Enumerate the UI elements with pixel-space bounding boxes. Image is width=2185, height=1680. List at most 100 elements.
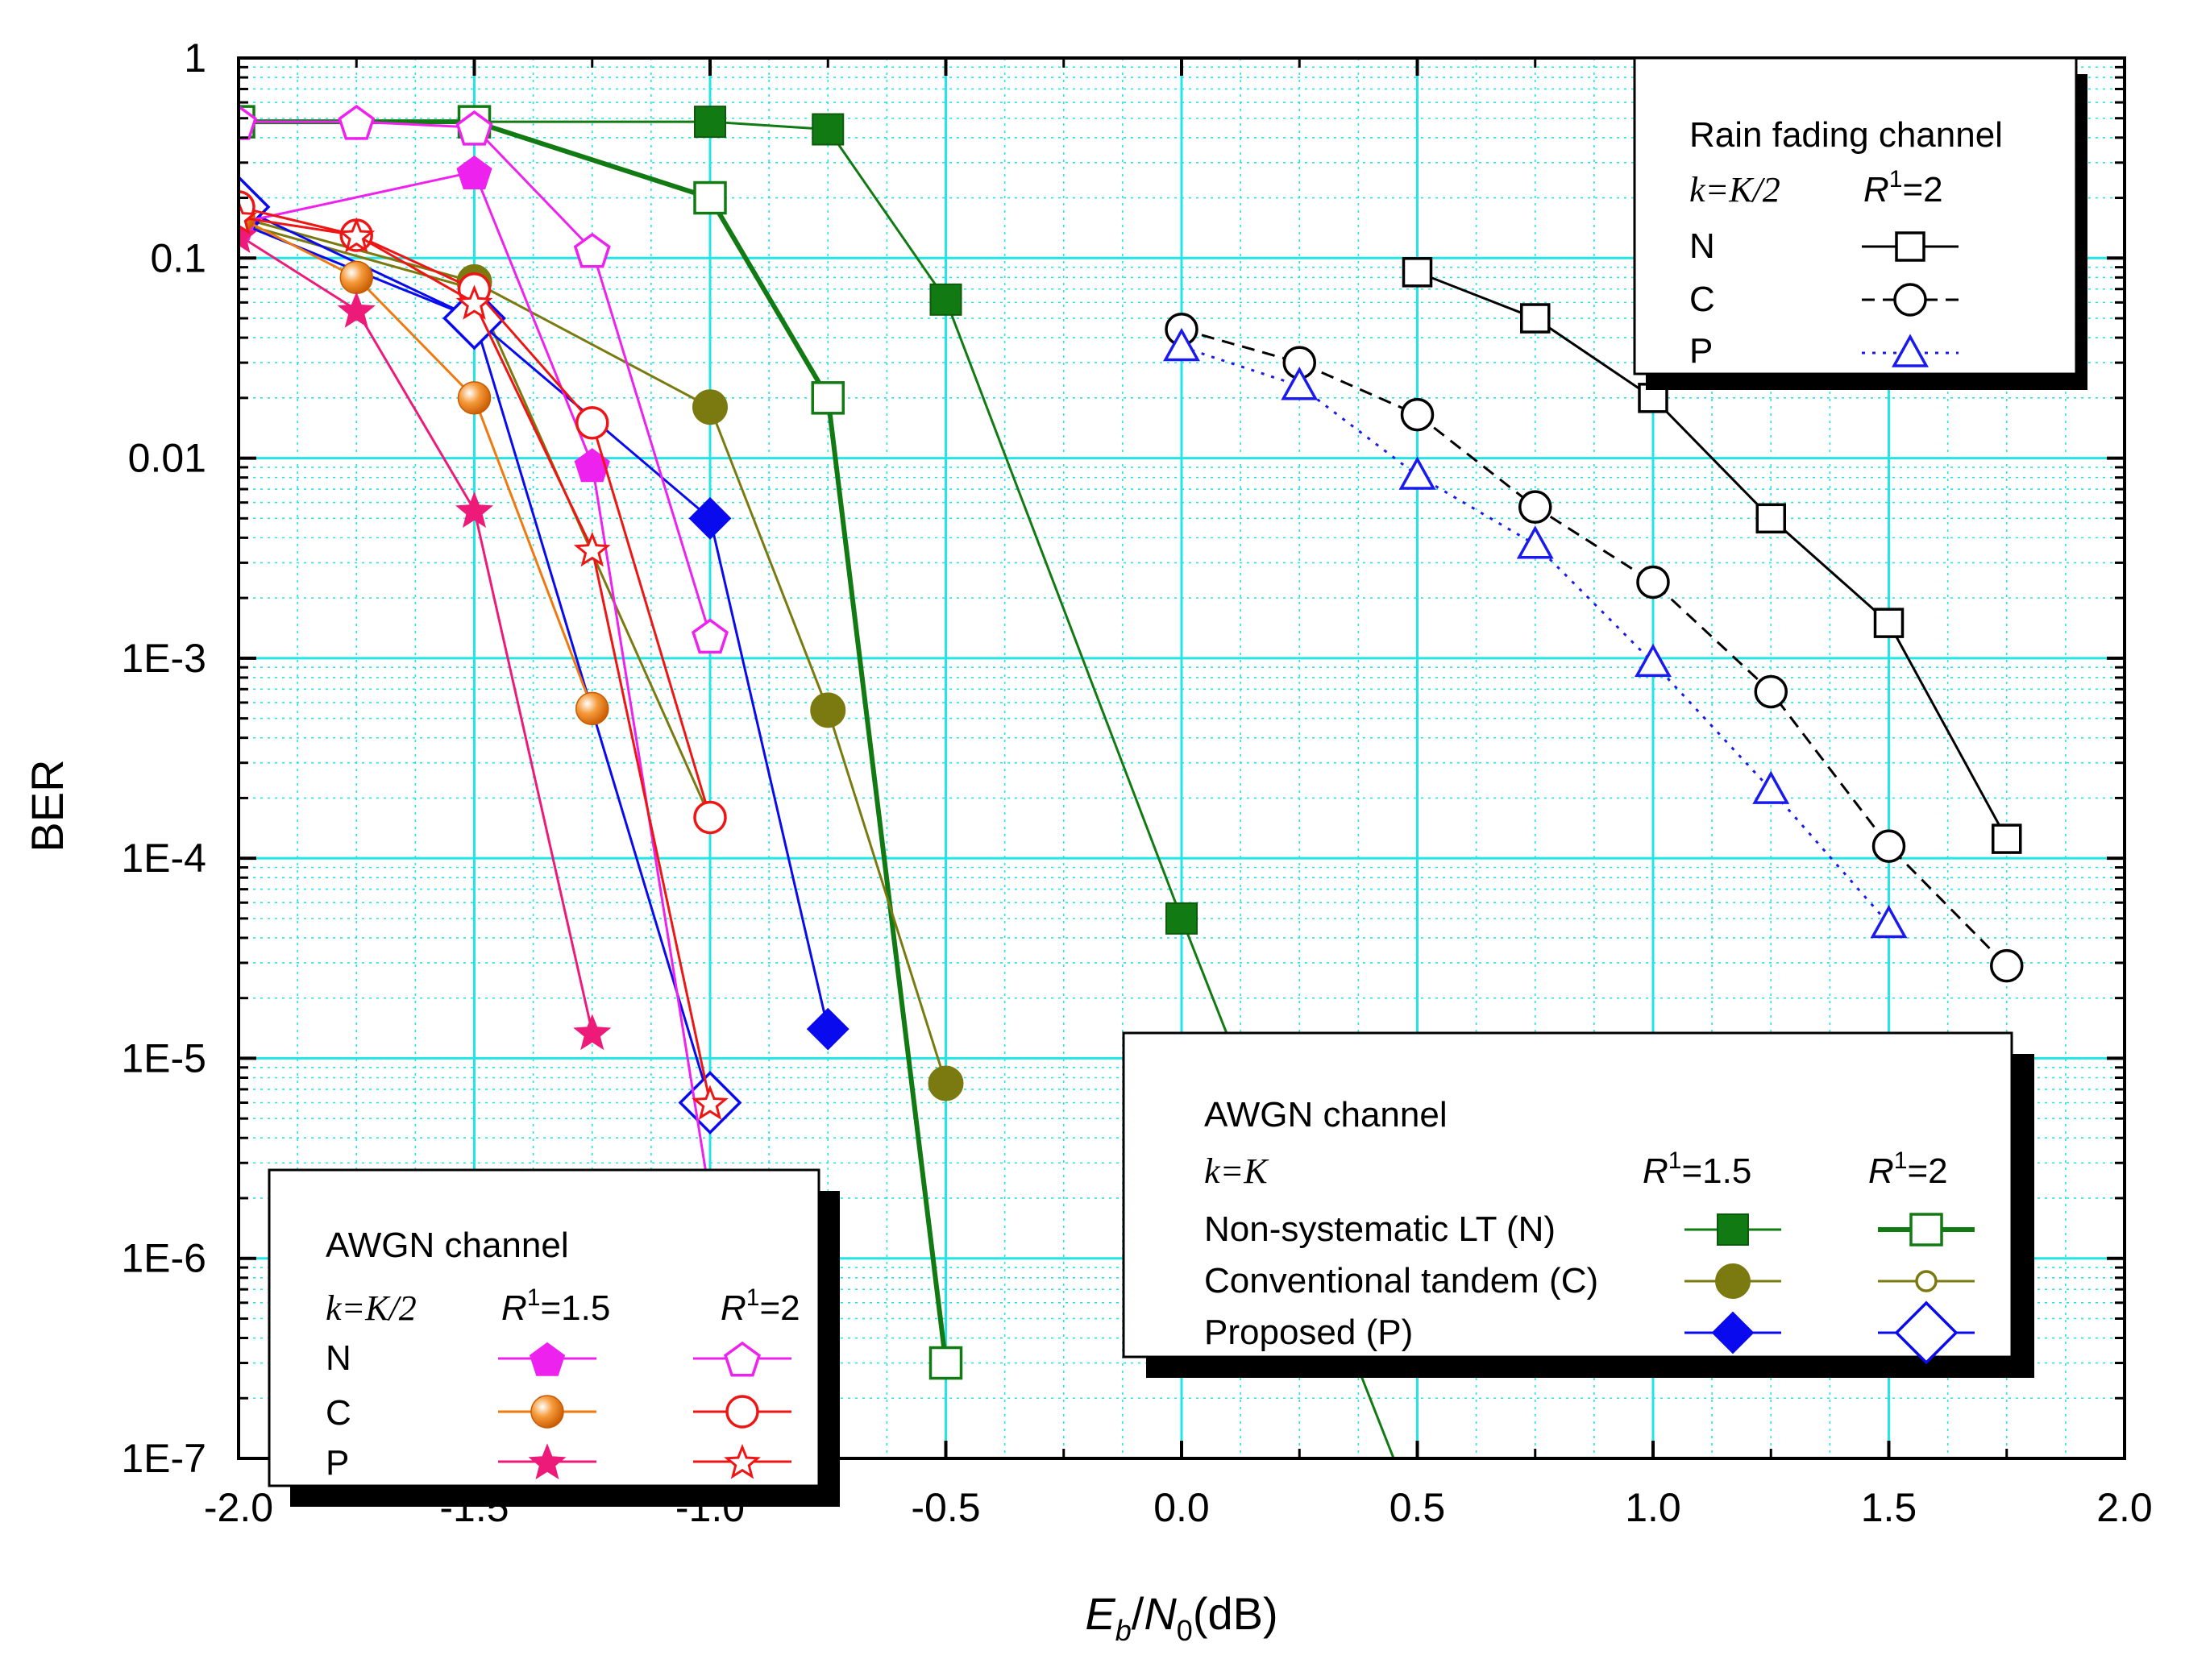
data-point — [338, 104, 376, 140]
legend-marker — [1909, 1213, 1943, 1247]
data-point — [1398, 456, 1436, 490]
legend-awgn-k2-r2: R1=2 — [721, 1284, 800, 1328]
series-13 — [1165, 313, 2024, 983]
data-point — [1873, 608, 1905, 638]
x-tick-label: 1.0 — [1625, 1485, 1681, 1530]
data-point — [575, 406, 609, 440]
data-point — [1635, 643, 1672, 678]
legend-awgn-k2-title: AWGN channel — [326, 1226, 569, 1265]
data-point — [1402, 257, 1433, 288]
axis-ticks: -2.0 -1.5 -1.0 -0.5 0.0 0.5 1.0 1.5 2.010.10.011… — [121, 35, 2152, 1530]
legend-awgn-k-title: AWGN channel — [1204, 1095, 1448, 1135]
legend-awgn-k-samples — [1684, 1213, 1975, 1365]
series-line — [1181, 328, 2008, 967]
y-tick-label: 0.1 — [150, 235, 206, 280]
data-point — [1755, 503, 1786, 534]
data-point — [692, 389, 728, 425]
data-point — [1871, 829, 1906, 863]
data-point — [1754, 674, 1788, 709]
data-point — [456, 155, 492, 189]
data-point — [688, 496, 732, 540]
data-point — [455, 492, 493, 529]
legend-rain-row-c: C — [1689, 280, 1715, 319]
legend-awgn-k2: AWGN channel k=K/2 R1=1.5 R1=2 N C P — [268, 1168, 840, 1507]
data-point — [1516, 525, 1554, 559]
data-point — [239, 104, 257, 140]
legend-awgn-k-r15: R1=1.5 — [1643, 1147, 1751, 1191]
data-point — [928, 1065, 964, 1101]
y-tick-label: 1E-3 — [121, 636, 206, 681]
legend-marker — [1894, 1300, 1959, 1365]
data-point — [574, 448, 610, 483]
data-point — [1752, 770, 1790, 804]
legend-awgn-k2-k: k=K/2 — [326, 1288, 417, 1328]
data-point — [573, 232, 611, 268]
x-tick-label: 0.5 — [1390, 1485, 1446, 1530]
legend-marker — [724, 1443, 761, 1479]
legend-awgn-k-row-c: Conventional tandem (C) — [1204, 1261, 1598, 1300]
legend-marker — [529, 1342, 566, 1376]
y-tick-label: 1 — [184, 35, 206, 81]
legend-marker — [1893, 283, 1927, 317]
y-tick-label: 1E-4 — [121, 836, 206, 881]
legend-rain-title: Rain fading channel — [1689, 115, 2003, 155]
data-point — [811, 381, 845, 415]
legend-awgn-k2-r15: R1=1.5 — [501, 1284, 610, 1328]
x-tick-label: 0.0 — [1153, 1485, 1210, 1530]
data-point — [692, 618, 729, 654]
series-layer — [239, 104, 2024, 1458]
data-point — [239, 199, 257, 235]
data-point — [338, 217, 376, 253]
data-point — [1281, 367, 1319, 400]
data-point — [929, 283, 962, 316]
y-axis-label: BER — [22, 759, 73, 852]
data-point — [337, 291, 376, 328]
legend-rain-k: k=K/2 — [1689, 170, 1780, 209]
legend-marker — [724, 1341, 761, 1377]
legend-marker — [528, 1443, 567, 1480]
data-point — [812, 113, 845, 146]
data-point — [573, 1014, 612, 1051]
legend-rain-row-n: N — [1689, 226, 1715, 266]
y-tick-label: 1E-5 — [121, 1035, 206, 1081]
data-point — [1870, 904, 1908, 939]
series-line — [239, 234, 594, 1033]
data-point — [1163, 327, 1200, 362]
data-point — [693, 800, 727, 835]
legend-awgn-k: AWGN channel k=K R1=1.5 R1=2 Non-systema… — [1122, 1031, 2034, 1378]
legend-marker — [1711, 1311, 1755, 1354]
data-point — [693, 180, 727, 215]
legend-awgn-k2-samples — [498, 1341, 791, 1480]
series-line — [1416, 271, 2008, 840]
data-point — [810, 692, 846, 728]
x-tick-label: -0.5 — [911, 1485, 980, 1530]
legend-awgn-k2-row-p: P — [326, 1443, 349, 1483]
data-point — [1636, 565, 1670, 599]
data-point — [1520, 303, 1551, 334]
data-point — [339, 260, 373, 295]
data-point — [1990, 948, 2024, 983]
legend-marker — [1895, 231, 1925, 262]
series-line — [239, 216, 594, 709]
data-point — [1518, 490, 1552, 524]
x-tick-label: -2.0 — [204, 1485, 273, 1530]
legend-awgn-k2-row-c: C — [326, 1393, 351, 1433]
legend-rain-row-p: P — [1689, 331, 1713, 371]
legend-rain-fading: Rain fading channel k=K/2 R1=2 N C P — [1633, 56, 2087, 390]
data-point — [457, 381, 492, 415]
data-point — [1165, 902, 1198, 935]
series-11 — [239, 199, 729, 1121]
legend-marker — [725, 1395, 759, 1429]
x-tick-label: 1.5 — [1861, 1485, 1917, 1530]
data-point — [575, 691, 609, 726]
x-axis-label: Eb/N0(dB) — [1085, 1588, 1277, 1647]
series-10 — [239, 217, 612, 1051]
series-line — [1181, 345, 1890, 925]
series-7 — [239, 104, 729, 654]
data-point — [692, 1085, 729, 1121]
data-point — [1400, 397, 1435, 432]
legend-awgn-k2-row-n: N — [326, 1338, 351, 1378]
legend-awgn-k-row-p: Proposed (P) — [1204, 1313, 1413, 1352]
legend-awgn-k-r2: R1=2 — [1868, 1147, 1948, 1191]
